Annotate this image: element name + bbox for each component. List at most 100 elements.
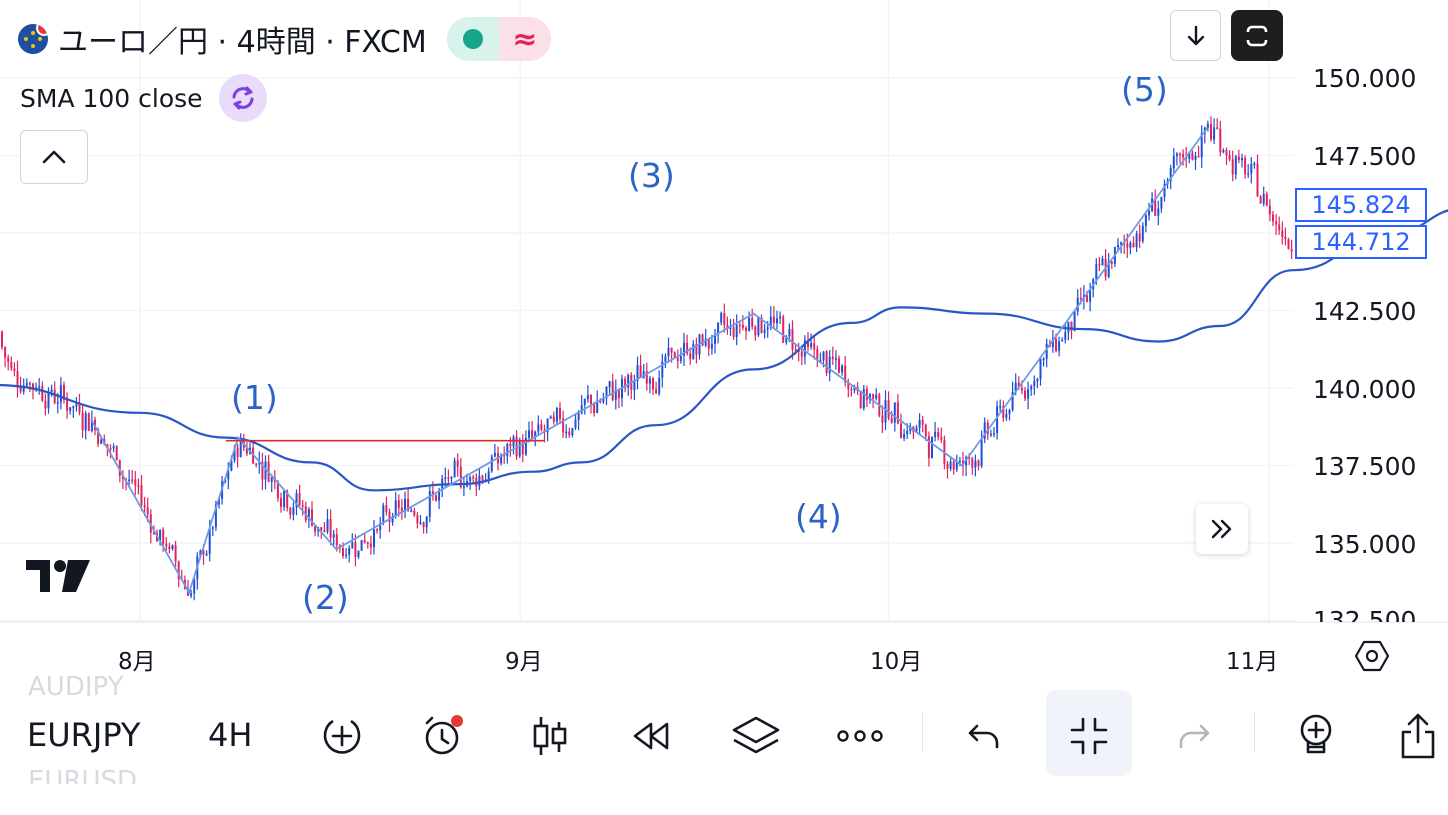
candle-body (1017, 382, 1020, 388)
scroll-to-realtime-button[interactable] (1196, 504, 1248, 554)
candle-body (1110, 261, 1113, 264)
date-tick: 8月 (118, 649, 156, 675)
candle-body (887, 400, 890, 419)
candle-body (568, 431, 571, 436)
candle-body (174, 545, 177, 562)
price-tick: 132.500 (1313, 606, 1417, 622)
plus-circle-icon (323, 719, 361, 754)
candle-body (1073, 311, 1076, 331)
replay-button[interactable] (622, 708, 682, 764)
candle-body (100, 438, 103, 444)
candle-body (565, 431, 568, 434)
candle-body (782, 316, 785, 343)
candle-body (295, 493, 298, 508)
candle-body (760, 317, 763, 333)
candle-body (323, 530, 326, 532)
candle-body (679, 355, 682, 361)
candle-body (413, 510, 416, 516)
fullscreen-button[interactable] (1231, 10, 1283, 61)
exit-fullscreen-button[interactable] (1059, 708, 1119, 764)
candle-body (689, 353, 692, 359)
alert-button[interactable] (414, 708, 474, 764)
candle-body (670, 347, 673, 353)
compare-button[interactable] (312, 708, 372, 764)
candle-body (648, 378, 651, 384)
candle-body (345, 554, 348, 557)
candle-body (211, 527, 214, 529)
candle-body (506, 443, 509, 456)
candle-body (977, 460, 980, 466)
candle-body (661, 361, 664, 378)
candle-body (7, 357, 10, 362)
date-tick: 10月 (870, 649, 923, 675)
candle-body (590, 395, 592, 405)
candle-body (1175, 153, 1178, 156)
candle-body (726, 324, 729, 328)
toolbar-divider (922, 712, 923, 752)
candle-body (1008, 409, 1011, 415)
candle-body (729, 327, 732, 329)
candle-body (599, 400, 602, 403)
indicator-loading-button[interactable] (218, 74, 267, 122)
interval-selector[interactable]: 4H (208, 716, 253, 754)
layers-button[interactable] (726, 708, 786, 764)
candle-body (738, 324, 741, 327)
candle-body (84, 413, 87, 431)
candle-body (69, 407, 72, 411)
symbol-title[interactable]: ユーロ／円 · 4時間 · FXCM (58, 25, 427, 60)
candle-body (16, 371, 19, 388)
candle-body (469, 476, 472, 482)
candle-body (115, 446, 118, 460)
candle-body (1272, 214, 1274, 222)
candle-body (329, 519, 332, 538)
candle-body (596, 400, 599, 414)
download-button[interactable] (1170, 10, 1221, 61)
share-icon (1401, 713, 1435, 759)
candle-body (493, 452, 496, 457)
candle-body (75, 403, 78, 407)
candle-body (748, 317, 751, 331)
candle-body (822, 351, 825, 361)
candle-body (549, 416, 552, 419)
undo-button[interactable] (954, 708, 1014, 764)
candle-body (118, 459, 121, 476)
candle-body (791, 328, 794, 350)
candle-body (10, 361, 13, 369)
chart-type-button[interactable] (520, 708, 580, 764)
candle-body (1182, 153, 1185, 158)
candle-body (459, 466, 462, 488)
candle-body (379, 523, 382, 531)
collapse-legend-button[interactable] (20, 130, 88, 184)
date-tick: 11月 (1226, 649, 1279, 675)
candle-body (1278, 224, 1281, 231)
candle-body (143, 505, 146, 508)
candle-body (78, 403, 81, 413)
indicator-label[interactable]: SMA 100 close (20, 83, 203, 113)
candle-body (788, 328, 791, 337)
candle-body (776, 318, 778, 324)
candle-body (741, 324, 744, 328)
candle-body (900, 423, 902, 439)
candle-body (1045, 343, 1048, 359)
candle-body (803, 340, 806, 357)
market-status[interactable]: ≈ (446, 17, 551, 61)
candle-body (534, 431, 537, 438)
candle-body (645, 371, 648, 384)
candle-body (884, 400, 887, 423)
price-chart[interactable] (0, 0, 1448, 690)
candle-body (949, 461, 952, 469)
share-button[interactable] (1388, 708, 1448, 764)
candle-body (1058, 341, 1061, 351)
candle-body (1079, 297, 1082, 300)
prev-symbol-ghost: AUDJPY (28, 672, 124, 696)
redo-button[interactable] (1164, 708, 1224, 764)
add-idea-button[interactable] (1286, 708, 1346, 764)
candle-body (667, 347, 670, 357)
chart-settings-button[interactable] (1352, 636, 1392, 676)
symbol-selector[interactable]: EURJPY (27, 716, 141, 754)
more-button[interactable] (830, 708, 890, 764)
candle-body (1, 331, 3, 348)
candle-body (298, 493, 301, 506)
candle-body (283, 490, 286, 508)
candle-body (1154, 198, 1157, 216)
